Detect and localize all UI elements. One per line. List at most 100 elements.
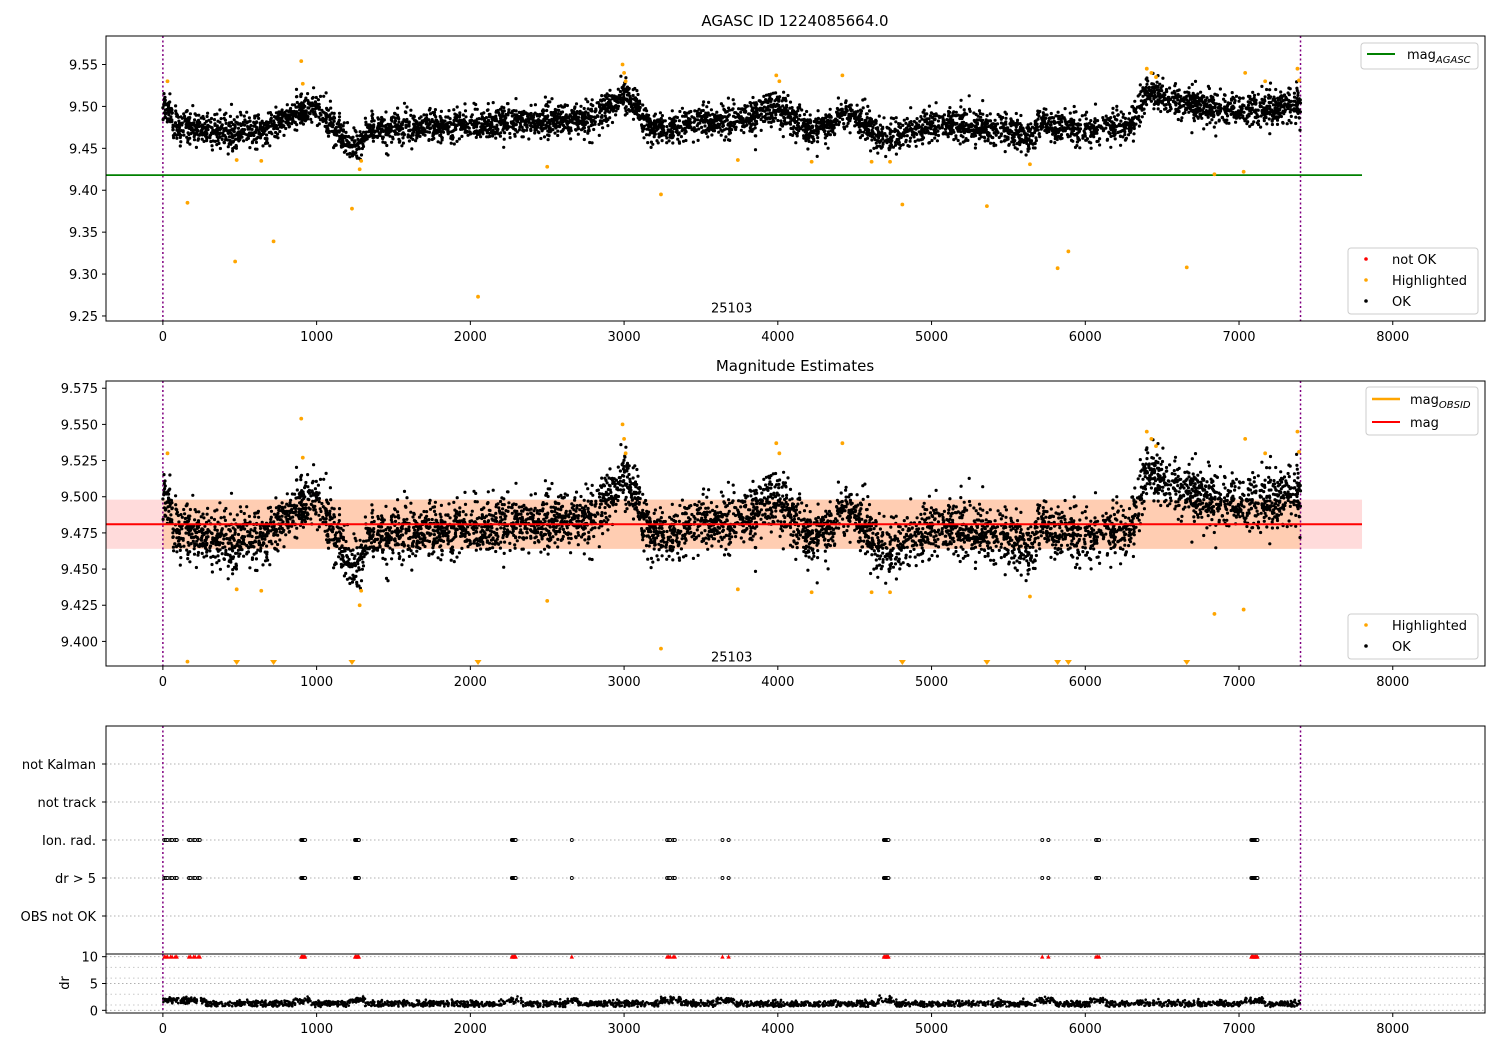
flag-marker (672, 876, 677, 880)
highlighted-point (165, 79, 170, 84)
flag-marker (569, 876, 574, 880)
x-tick-label: 5000 (915, 330, 948, 345)
flag-marker (720, 876, 725, 880)
x-tick-label: 7000 (1222, 675, 1255, 690)
flags-plot-area (106, 726, 1485, 954)
highlighted-point (869, 590, 874, 595)
magnitude-panel: Magnitude Estimates 0 1000 2000 3000 4000 500… (61, 357, 1486, 690)
x-tick-label: 8000 (1376, 330, 1409, 345)
y-tick-label: 9.425 (61, 599, 98, 614)
highlighted-point (620, 62, 625, 67)
flag-row-label: not Kalman (22, 758, 96, 773)
y-tick-label: 0 (90, 1004, 98, 1019)
dr-plot-area (106, 954, 1485, 1013)
dr-x-ticks: 0 1000 2000 3000 4000 5000 6000 7000 8000 (159, 1013, 1409, 1037)
dr-y-ticks: 0 5 10 (81, 951, 106, 1019)
dr-clipped-marker (1255, 954, 1260, 959)
y-tick-label: 9.25 (69, 310, 98, 325)
flag-row-label: dr > 5 (55, 872, 96, 887)
highlighted-point (357, 603, 362, 608)
agasc-x-ticks: 0 1000 2000 3000 4000 5000 6000 7000 8000 (159, 321, 1409, 345)
highlighted-point (1295, 66, 1300, 71)
x-tick-label: 7000 (1222, 330, 1255, 345)
highlighted-point (359, 588, 364, 593)
legend-not-ok-marker (1364, 257, 1368, 261)
dr-clipped-marker (356, 954, 362, 959)
dr-panel: 0 1000 2000 3000 4000 5000 6000 7000 8000 0 5 10 d… (58, 951, 1486, 1037)
clipped-point-marker (898, 660, 906, 665)
magnitude-x-ticks: 0 1000 2000 3000 4000 5000 6000 7000 8000 (159, 666, 1409, 690)
flag-marker (303, 876, 308, 880)
flag-marker (356, 838, 361, 842)
agasc-legend-lower: not OK Highlighted OK (1347, 247, 1479, 315)
highlighted-point (622, 436, 626, 441)
highlighted-point (774, 73, 779, 78)
highlighted-point (735, 158, 740, 162)
highlighted-point (622, 70, 626, 75)
highlighted-point (165, 451, 170, 456)
x-tick-label: 1000 (300, 675, 333, 690)
highlighted-point (735, 587, 740, 592)
flag-marker (303, 838, 308, 842)
highlighted-point (888, 590, 892, 595)
flag-marker (197, 838, 202, 842)
highlighted-point (840, 73, 845, 78)
highlighted-point (259, 588, 264, 593)
flag-marker (1046, 876, 1051, 880)
flag-marker (165, 876, 170, 880)
dr-clipped-marker (192, 954, 198, 959)
x-tick-label: 3000 (608, 675, 641, 690)
magnitude-legend-lower-box (1347, 613, 1479, 660)
highlighted-point (1184, 265, 1189, 270)
dr-clipped-marker (569, 954, 575, 959)
flag-row-label: not track (37, 796, 96, 811)
flag-marker (1097, 876, 1102, 880)
highlighted-point (623, 79, 628, 84)
y-tick-label: 9.500 (61, 491, 98, 506)
flag-marker (513, 876, 518, 880)
dr-clipped-marker (165, 954, 170, 959)
highlighted-point (1263, 451, 1268, 456)
y-tick-label: 9.450 (61, 563, 98, 578)
clipped-point-marker (270, 660, 278, 665)
flag-marker (165, 838, 170, 842)
agasc-panel-title: AGASC ID 1224085664.0 (701, 12, 888, 30)
x-tick-label: 6000 (1069, 1022, 1102, 1037)
legend-mag-agasc-subscript: AGASC (1435, 55, 1471, 66)
highlighted-point (1028, 594, 1032, 599)
y-tick-label: 9.45 (69, 142, 98, 157)
highlighted-point (233, 259, 238, 264)
flag-row-label: Ion. rad. (42, 834, 96, 849)
highlighted-point (1144, 429, 1149, 434)
flag-marker (668, 876, 673, 880)
dr-clipped-marker (1040, 954, 1045, 959)
highlighted-point (1243, 70, 1248, 75)
highlighted-point (359, 158, 364, 163)
highlighted-point (545, 164, 550, 169)
highlighted-point (659, 646, 663, 651)
y-tick-label: 9.525 (61, 455, 98, 470)
legend-ok-marker (1364, 299, 1368, 303)
y-tick-label: 9.55 (69, 59, 98, 74)
magnitude-y-ticks: 9.400 9.425 9.450 9.475 9.500 9.525 9.550 9.575 (61, 382, 106, 650)
magnitude-legend-lower: Highlighted OK (1347, 613, 1479, 660)
highlighted-point (1066, 249, 1071, 254)
ok-series-points (161, 438, 1303, 590)
highlighted-point (185, 200, 190, 205)
legend-highlighted-marker (1364, 278, 1368, 282)
clipped-point-marker (1064, 660, 1072, 665)
highlighted-point (1212, 172, 1217, 177)
highlighted-point (1241, 169, 1246, 174)
highlighted-point (1144, 66, 1149, 71)
x-tick-label: 4000 (761, 330, 794, 345)
legend-mag-obsid-label: mag (1410, 393, 1439, 408)
x-tick-label: 2000 (454, 675, 487, 690)
y-tick-label: 9.575 (61, 382, 98, 397)
highlighted-point (1154, 75, 1158, 79)
x-tick-label: 8000 (1376, 1022, 1409, 1037)
flag-marker (1255, 876, 1260, 880)
legend-mag-label: mag (1410, 416, 1439, 431)
x-tick-label: 4000 (761, 1022, 794, 1037)
x-tick-label: 8000 (1376, 675, 1409, 690)
